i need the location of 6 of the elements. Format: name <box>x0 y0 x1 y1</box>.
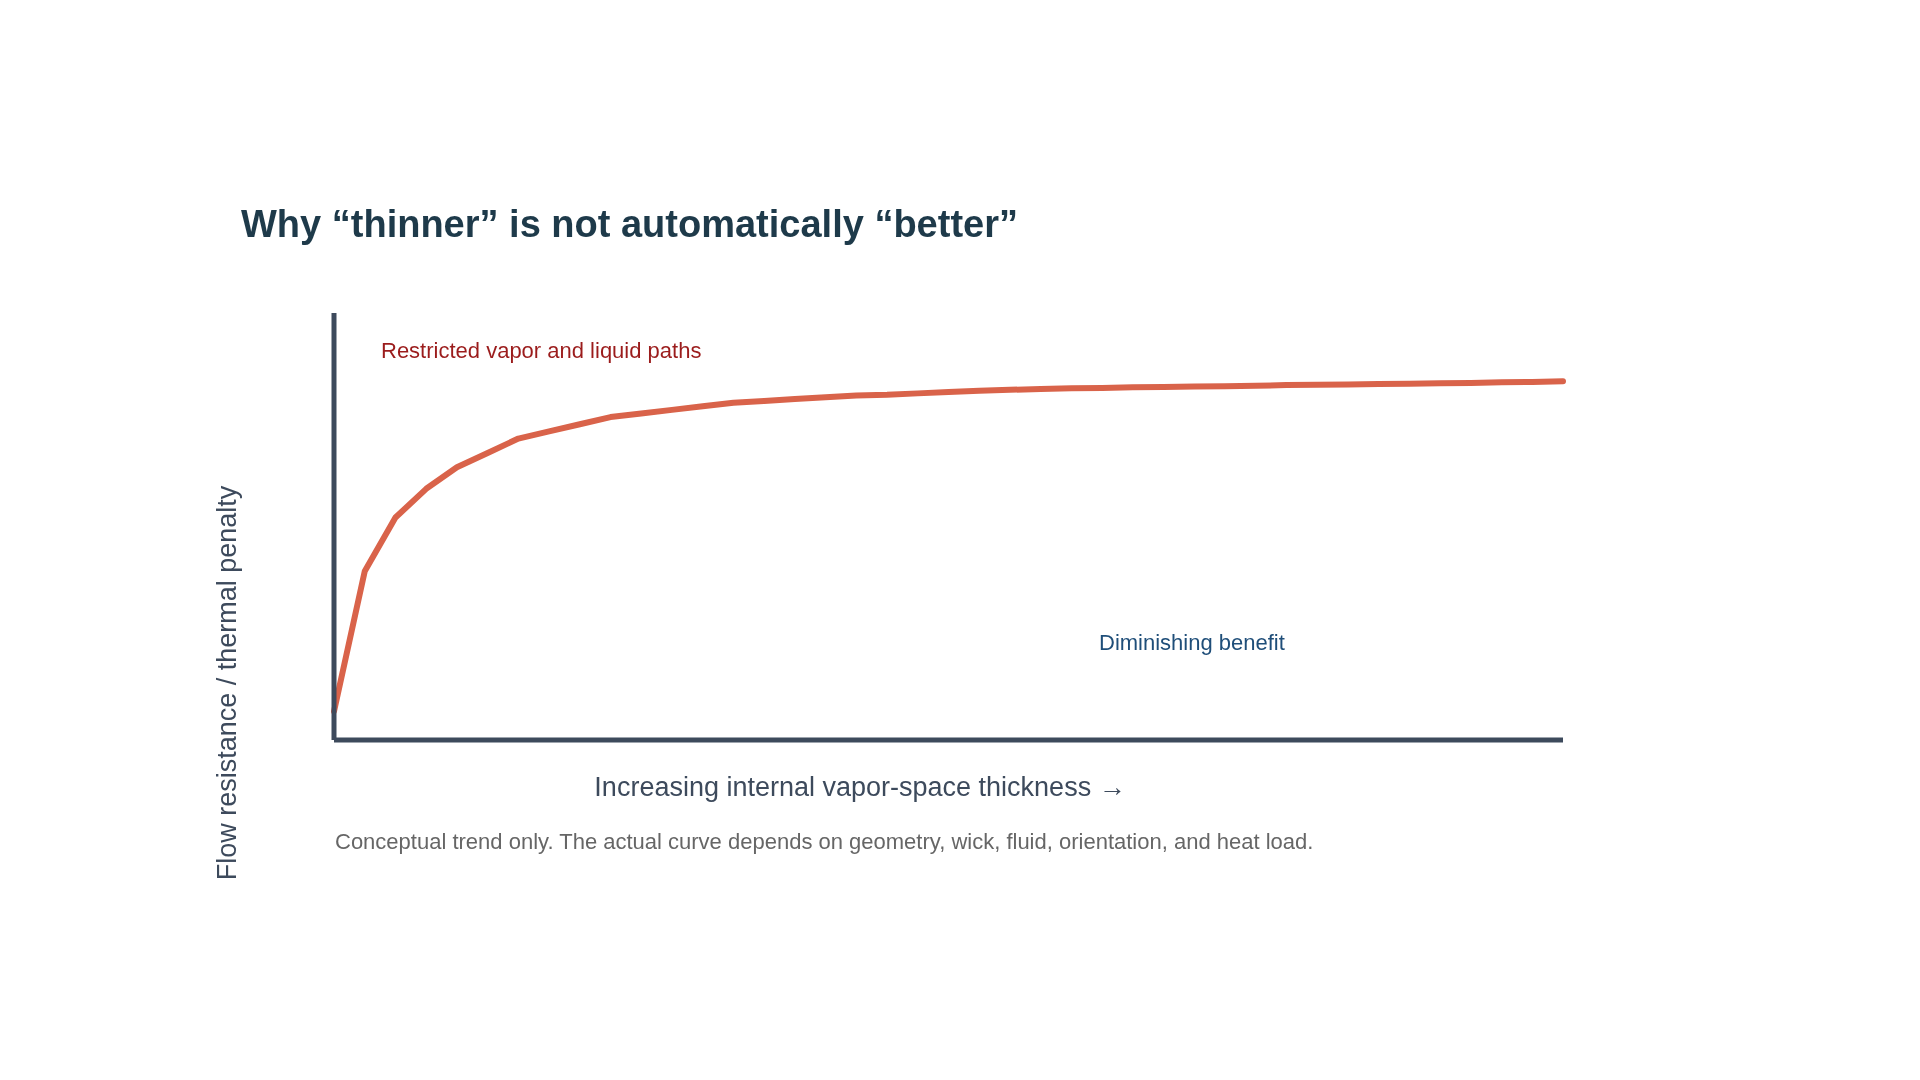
text: Restricted vapor and liquid paths <box>381 338 702 364</box>
x-axis-title: Increasing internal vapor-space thickness → <box>594 772 1126 803</box>
y-axis-title: Flow resistance / thermal penalty <box>211 485 243 881</box>
chart-title: Why “thinner” is not automatically “better” <box>241 203 1018 246</box>
annotation: Diminishing benefit <box>1099 630 1285 656</box>
text: Conceptual trend only. The actual curve depends on geometry, wick, fluid, orientation, and heat load. <box>335 829 1314 855</box>
